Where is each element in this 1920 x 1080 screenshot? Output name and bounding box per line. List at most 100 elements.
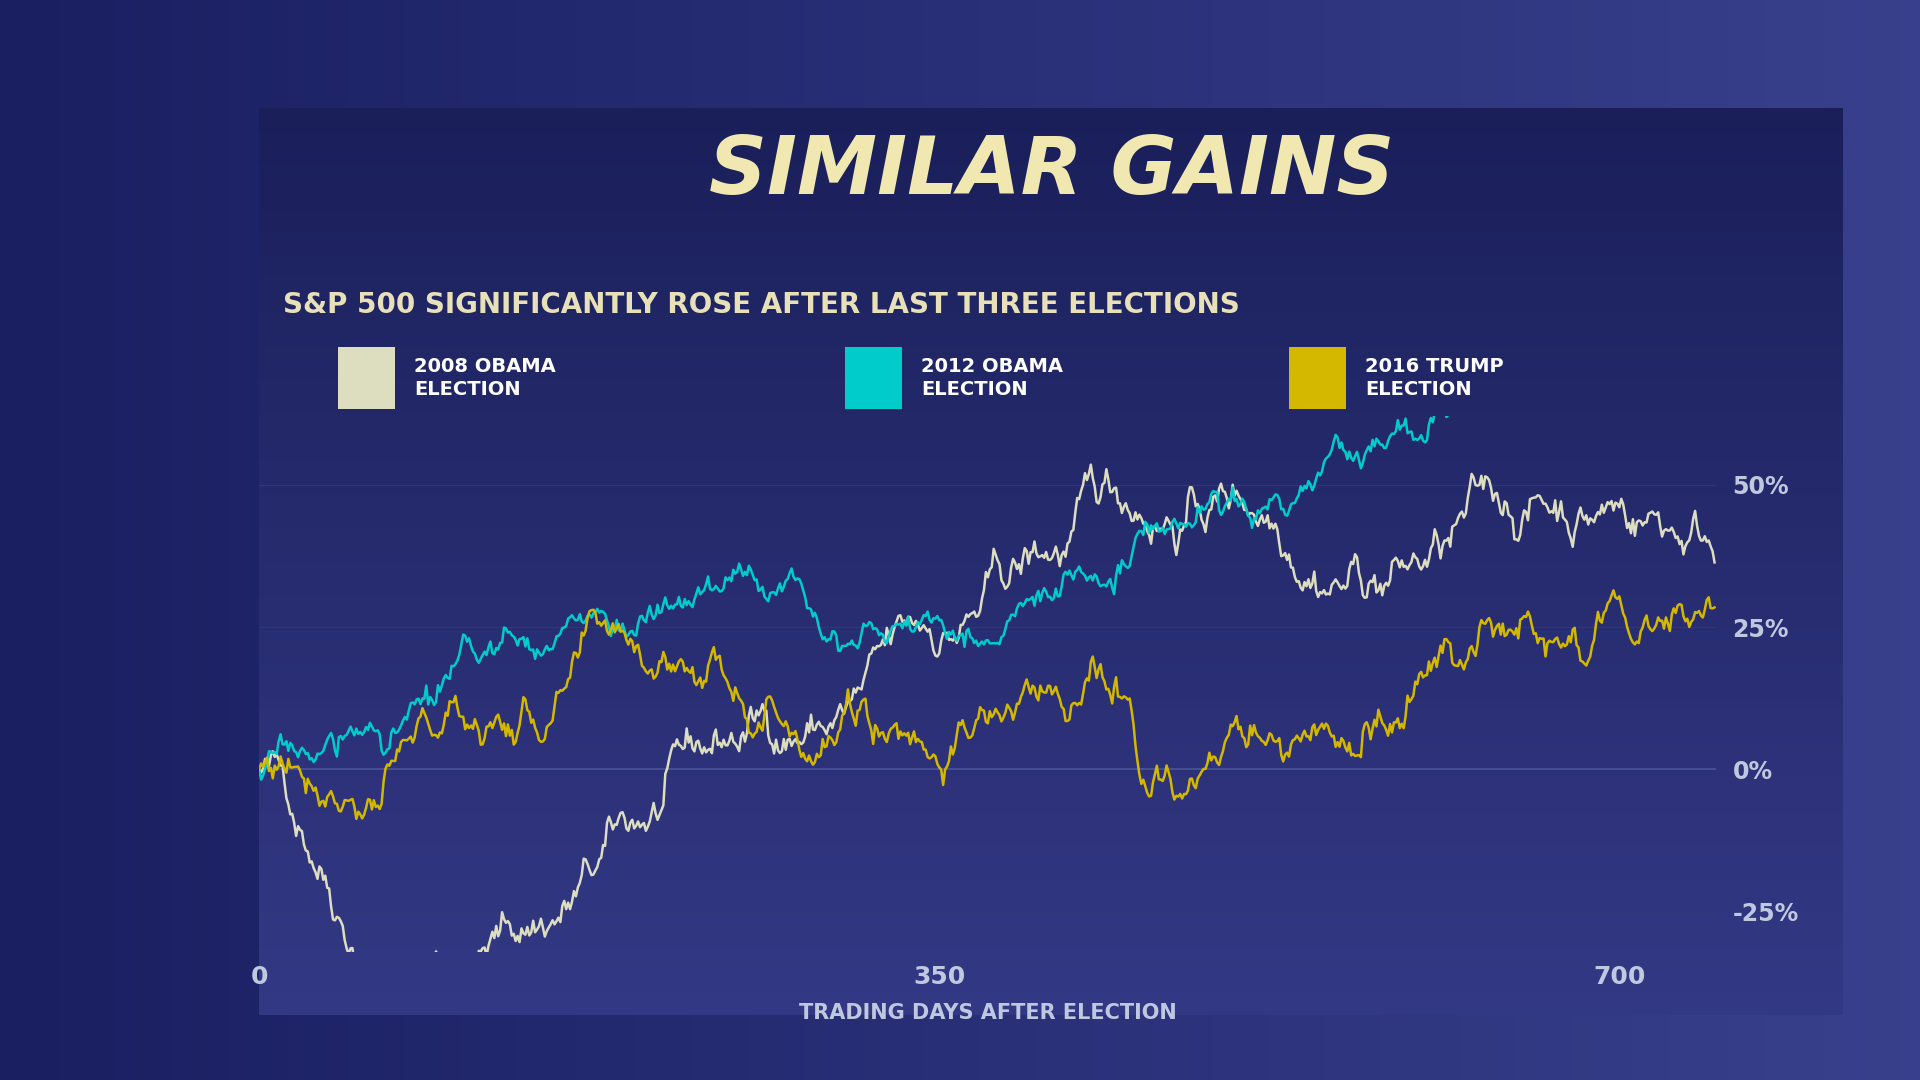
Bar — [259, 618, 1843, 630]
Bar — [384, 0, 403, 1080]
Bar — [1363, 0, 1382, 1080]
Bar — [259, 640, 1843, 652]
Bar — [259, 1004, 1843, 1015]
Bar — [1690, 0, 1709, 1080]
Bar — [259, 176, 1843, 188]
Bar — [1114, 0, 1133, 1080]
Bar — [1306, 0, 1325, 1080]
Bar — [230, 0, 250, 1080]
Bar — [1843, 0, 1862, 1080]
Bar — [614, 0, 634, 1080]
Bar — [259, 233, 1843, 244]
Bar — [259, 754, 1843, 766]
Bar — [845, 0, 864, 1080]
Bar — [365, 0, 384, 1080]
Bar — [259, 698, 1843, 708]
Bar — [259, 437, 1843, 448]
Bar — [211, 0, 230, 1080]
Bar — [259, 256, 1843, 267]
Bar — [259, 868, 1843, 879]
Text: 2016 TRUMP
ELECTION: 2016 TRUMP ELECTION — [1365, 357, 1503, 399]
Bar — [259, 335, 1843, 347]
Bar — [192, 0, 211, 1080]
Bar — [154, 0, 173, 1080]
Bar — [538, 0, 557, 1080]
Bar — [259, 947, 1843, 959]
Bar — [259, 845, 1843, 856]
Bar — [259, 153, 1843, 165]
Bar — [259, 120, 1843, 131]
Bar — [1805, 0, 1824, 1080]
Bar — [1555, 0, 1574, 1080]
Bar — [403, 0, 422, 1080]
Bar — [259, 516, 1843, 528]
Bar — [259, 788, 1843, 799]
Bar — [518, 0, 538, 1080]
Bar — [826, 0, 845, 1080]
Bar — [259, 663, 1843, 675]
Bar — [259, 596, 1843, 607]
Bar — [1786, 0, 1805, 1080]
Bar — [0, 0, 19, 1080]
Bar — [1171, 0, 1190, 1080]
Bar — [259, 199, 1843, 211]
Bar — [259, 823, 1843, 834]
Bar — [259, 483, 1843, 494]
Bar — [259, 539, 1843, 551]
Bar — [259, 856, 1843, 868]
Bar — [1267, 0, 1286, 1080]
Bar — [1901, 0, 1920, 1080]
Bar — [259, 221, 1843, 233]
Text: SIMILAR GAINS: SIMILAR GAINS — [708, 133, 1394, 211]
Bar — [259, 551, 1843, 562]
Bar — [134, 0, 154, 1080]
Bar — [480, 0, 499, 1080]
Bar — [259, 188, 1843, 199]
Bar — [557, 0, 576, 1080]
Bar — [288, 0, 307, 1080]
Bar — [1613, 0, 1632, 1080]
Bar — [1288, 347, 1346, 408]
Bar — [259, 890, 1843, 902]
Bar — [1517, 0, 1536, 1080]
Bar — [1632, 0, 1651, 1080]
Bar — [259, 301, 1843, 312]
Bar — [1402, 0, 1421, 1080]
Bar — [1248, 0, 1267, 1080]
Bar — [1344, 0, 1363, 1080]
Bar — [259, 584, 1843, 596]
Bar — [259, 392, 1843, 403]
Bar — [259, 357, 1843, 369]
Bar — [259, 289, 1843, 301]
Bar — [672, 0, 691, 1080]
Bar — [259, 687, 1843, 698]
Bar — [259, 494, 1843, 505]
Bar — [1152, 0, 1171, 1080]
Bar — [1536, 0, 1555, 1080]
Bar — [259, 426, 1843, 437]
Bar — [259, 630, 1843, 642]
Bar — [259, 528, 1843, 539]
Bar — [499, 0, 518, 1080]
Bar — [1210, 0, 1229, 1080]
Bar — [1478, 0, 1498, 1080]
Bar — [259, 505, 1843, 516]
Bar — [38, 0, 58, 1080]
Bar — [1037, 0, 1056, 1080]
Bar — [346, 0, 365, 1080]
Bar — [307, 0, 326, 1080]
Bar — [259, 879, 1843, 890]
Bar — [77, 0, 96, 1080]
Bar — [259, 244, 1843, 256]
Bar — [1498, 0, 1517, 1080]
Bar — [259, 993, 1843, 1004]
Bar — [259, 572, 1843, 584]
Bar — [259, 834, 1843, 845]
Bar — [259, 165, 1843, 176]
Bar — [922, 0, 941, 1080]
Bar — [1824, 0, 1843, 1080]
Bar — [259, 778, 1843, 788]
Bar — [902, 0, 922, 1080]
Bar — [941, 0, 960, 1080]
Bar — [1382, 0, 1402, 1080]
